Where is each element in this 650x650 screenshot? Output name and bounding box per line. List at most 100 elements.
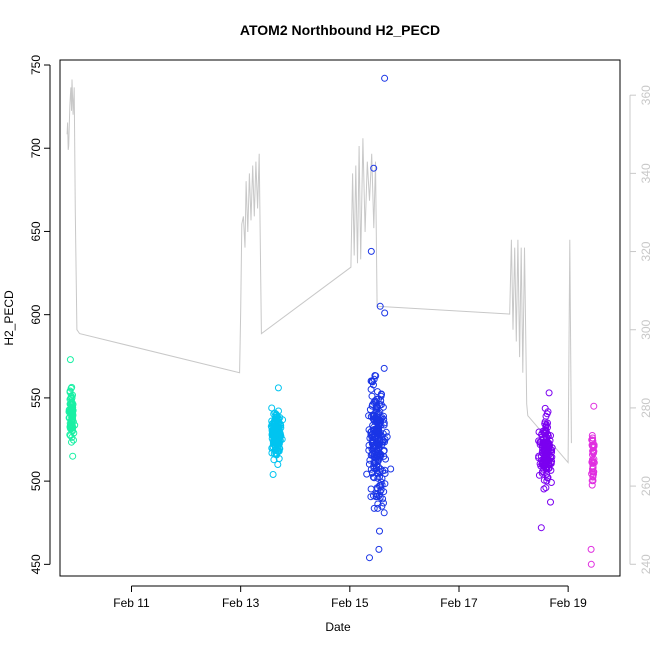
- data-point: [588, 477, 596, 485]
- data-point: [543, 410, 551, 418]
- secondary-y-axis: 240 260 280 300 320 340 360: [629, 85, 650, 574]
- data-point: [371, 459, 379, 467]
- data-point: [378, 475, 386, 482]
- data-point: [69, 452, 77, 460]
- data-point: [272, 415, 280, 422]
- y-tick-label: 700: [29, 138, 43, 158]
- point-cluster-3: [363, 74, 395, 562]
- x-tick-label: Feb 13: [222, 596, 260, 610]
- data-point: [379, 436, 387, 444]
- data-point: [375, 419, 383, 427]
- data-point: [66, 356, 74, 364]
- data-point: [370, 504, 378, 512]
- data-point: [378, 441, 386, 449]
- data-point: [543, 466, 551, 474]
- data-point: [590, 455, 598, 463]
- data-point: [68, 403, 76, 411]
- y2-tick-label: 260: [639, 476, 650, 496]
- data-point: [68, 423, 76, 431]
- data-point: [268, 404, 276, 412]
- data-point: [375, 395, 383, 403]
- point-cluster-5: [587, 402, 598, 568]
- data-point: [66, 395, 74, 403]
- data-point: [372, 493, 380, 501]
- data-point: [541, 446, 549, 454]
- plot-frame: [59, 59, 621, 577]
- x-tick-label: Feb 17: [440, 596, 478, 610]
- data-point: [380, 509, 388, 517]
- data-point: [68, 420, 76, 428]
- data-point: [545, 440, 553, 448]
- y-tick-label: 550: [29, 388, 43, 408]
- data-point: [368, 377, 376, 385]
- y-axis: 450 500 550 600 650 700 750: [29, 55, 51, 574]
- data-point: [369, 415, 377, 423]
- x-axis: Feb 11 Feb 13 Feb 15 Feb 17 Feb 19: [113, 585, 587, 610]
- data-point: [68, 407, 76, 415]
- data-point: [376, 302, 384, 310]
- data-point: [540, 485, 548, 493]
- data-point: [380, 488, 388, 496]
- data-point: [387, 465, 395, 473]
- data-point: [367, 247, 375, 255]
- data-point: [381, 309, 389, 317]
- data-point: [543, 447, 550, 455]
- data-point: [547, 432, 554, 440]
- data-point: [587, 545, 595, 553]
- x-tick-label: Feb 11: [113, 596, 150, 610]
- data-point: [537, 524, 545, 532]
- data-point: [381, 470, 389, 477]
- data-point: [590, 459, 598, 467]
- data-point: [375, 463, 382, 471]
- data-point: [372, 406, 380, 414]
- data-point: [547, 479, 555, 486]
- data-point: [273, 432, 281, 440]
- data-point: [370, 474, 378, 482]
- data-point: [376, 527, 383, 535]
- data-point: [542, 422, 550, 430]
- data-point: [367, 465, 375, 473]
- data-point: [378, 502, 386, 510]
- data-point: [269, 471, 277, 478]
- data-point: [68, 411, 76, 419]
- secondary-series-line: [66, 79, 572, 464]
- data-point: [590, 402, 598, 410]
- data-point: [545, 389, 553, 397]
- data-point: [372, 415, 380, 423]
- data-point: [588, 436, 596, 444]
- x-axis-label: Date: [325, 620, 351, 634]
- data-point: [372, 426, 380, 434]
- data-point: [270, 426, 278, 433]
- point-cluster-2: [267, 384, 287, 478]
- data-point: [373, 402, 381, 410]
- data-point: [543, 474, 551, 482]
- data-point: [373, 452, 380, 459]
- data-point: [589, 473, 597, 481]
- y-tick-label: 450: [29, 554, 43, 574]
- data-point: [366, 554, 373, 562]
- data-point: [589, 451, 596, 459]
- data-point: [68, 438, 75, 446]
- data-point: [590, 447, 598, 455]
- data-point: [68, 383, 76, 391]
- data-point: [272, 436, 280, 444]
- data-point: [371, 372, 379, 379]
- data-point: [588, 457, 596, 465]
- data-point: [368, 436, 376, 444]
- y2-tick-label: 360: [639, 85, 650, 105]
- data-point: [590, 442, 598, 450]
- data-point: [374, 448, 382, 456]
- data-point: [274, 384, 282, 392]
- data-point: [368, 427, 375, 435]
- point-cluster-1: [65, 356, 79, 460]
- y2-tick-label: 240: [639, 554, 650, 574]
- data-point: [270, 456, 278, 464]
- data-point: [547, 498, 554, 506]
- data-point: [374, 504, 382, 512]
- secondary-line-layer: [66, 79, 572, 464]
- data-point: [380, 364, 388, 372]
- points-layer: [65, 74, 598, 568]
- data-point: [367, 385, 375, 393]
